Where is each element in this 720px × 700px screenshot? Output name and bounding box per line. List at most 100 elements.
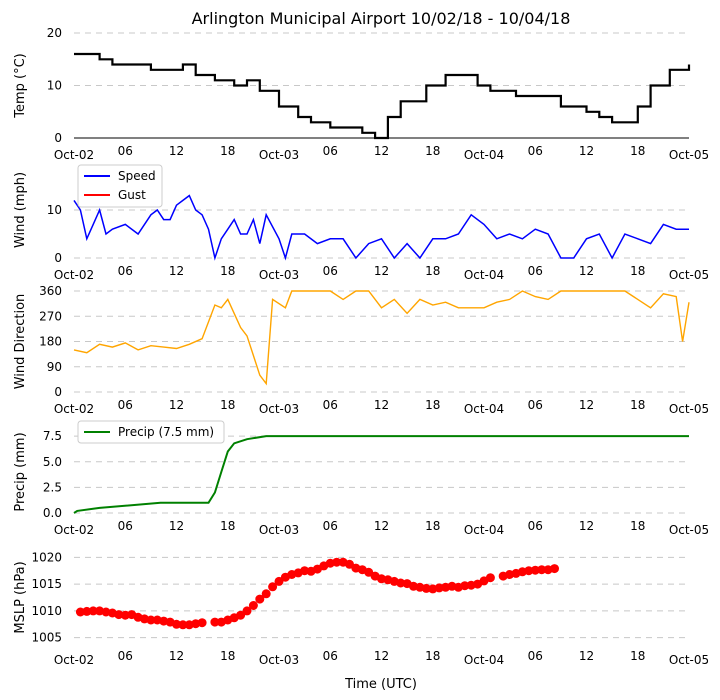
x-tick-label: 06 [528, 144, 543, 158]
x-tick-label: Oct-03 [259, 402, 299, 416]
mslp-point [242, 606, 252, 616]
x-tick-label: 18 [220, 398, 235, 412]
mslp-point [332, 557, 342, 567]
mslp-point [82, 606, 92, 616]
x-tick-label: 18 [630, 398, 645, 412]
x-tick-label: Oct-02 [54, 523, 94, 537]
x-tick-label: Oct-02 [54, 402, 94, 416]
x-tick-label: 18 [630, 649, 645, 663]
mslp-point [210, 617, 220, 627]
y-axis-label: Wind (mph) [13, 172, 28, 248]
mslp-point [178, 620, 188, 630]
x-tick-label: 06 [323, 144, 338, 158]
x-tick-label: 06 [528, 264, 543, 278]
x-tick-label: 12 [169, 398, 184, 412]
x-tick-label: 06 [118, 398, 133, 412]
x-tick-label: Oct-05 [669, 653, 709, 667]
x-tick-label: 12 [374, 519, 389, 533]
x-tick-label: Oct-04 [464, 268, 504, 282]
y-tick-label: 10 [47, 203, 62, 217]
mslp-point [255, 594, 265, 604]
y-tick-label: 0 [54, 385, 62, 399]
y-tick-label: 1005 [31, 631, 62, 645]
mslp-point [460, 581, 470, 591]
x-tick-label: 06 [118, 144, 133, 158]
x-tick-label: 06 [323, 649, 338, 663]
mslp-point [485, 573, 495, 583]
x-tick-label: 12 [169, 264, 184, 278]
x-tick-label: 12 [169, 519, 184, 533]
x-tick-label: 12 [374, 264, 389, 278]
mslp-point [268, 582, 278, 592]
x-tick-label: Oct-05 [669, 402, 709, 416]
x-tick-label: 06 [323, 398, 338, 412]
mslp-point [88, 606, 98, 616]
x-tick-label: 12 [374, 398, 389, 412]
mslp-point [524, 566, 534, 576]
x-tick-label: 12 [169, 649, 184, 663]
y-axis-label: MSLP (hPa) [13, 561, 28, 633]
x-tick-label: Oct-04 [464, 402, 504, 416]
mslp-point [248, 601, 258, 610]
y-tick-label: 0 [54, 251, 62, 265]
mslp-point [146, 615, 156, 625]
x-tick-label: 12 [579, 264, 594, 278]
y-tick-label: 7.5 [43, 429, 62, 443]
x-tick-label: 18 [220, 649, 235, 663]
y-tick-label: 0 [54, 131, 62, 145]
panel-mslp: 1005 1010 1015 1020 Oct-02 06 12 18 Oct-03 06 12 18… [13, 550, 709, 667]
panel-direction: 0 90 180 270 360 Oct-02 06 12 18 Oct-03 06 12 18 Oct-… [13, 284, 709, 416]
y-tick-label: 2.5 [43, 480, 62, 494]
mslp-point [172, 619, 181, 629]
x-tick-label: 18 [220, 144, 235, 158]
legend-label-precip: Precip (7.5 mm) [118, 425, 214, 439]
x-tick-label: Oct-02 [54, 653, 94, 667]
x-tick-label: 18 [630, 264, 645, 278]
x-tick-label: 06 [323, 519, 338, 533]
panel-wind: 0 10 Oct-02 06 12 18 Oct-03 06 12 18 Oct-04 06 12 18 O… [13, 164, 709, 282]
x-tick-label: Oct-04 [464, 523, 504, 537]
x-tick-label: 06 [528, 398, 543, 412]
x-tick-label: Oct-03 [259, 653, 299, 667]
x-tick-label: 18 [425, 649, 440, 663]
y-tick-label: 0.0 [43, 506, 62, 520]
x-tick-label: 12 [374, 649, 389, 663]
x-tick-label: 12 [579, 144, 594, 158]
x-tick-label: Oct-05 [669, 268, 709, 282]
x-tick-label: 12 [374, 144, 389, 158]
x-tick-label: 18 [630, 519, 645, 533]
panel-precipitation: 0.0 2.5 5.0 7.5 Oct-02 06 12 18 Oct-03 06 12 18 Oct-… [13, 420, 709, 537]
mslp-point [537, 565, 547, 575]
x-tick-label: 12 [579, 398, 594, 412]
speed-line [73, 194, 689, 261]
x-tick-label: Oct-04 [464, 653, 504, 667]
figure-title: Arlington Municipal Airport 10/02/18 - 1… [192, 9, 571, 28]
legend-label-speed: Speed [118, 169, 156, 183]
x-tick-label: Oct-05 [669, 148, 709, 162]
mslp-point [236, 610, 246, 620]
mslp-point [197, 618, 207, 628]
y-tick-label: 90 [47, 360, 62, 374]
y-tick-label: 5.0 [43, 455, 62, 469]
x-tick-label: Oct-04 [464, 148, 504, 162]
x-tick-label: 06 [118, 264, 133, 278]
x-tick-label: 18 [425, 519, 440, 533]
mslp-point [530, 565, 540, 575]
y-tick-label: 360 [39, 284, 62, 298]
legend-box [77, 420, 225, 444]
y-tick-label: 20 [47, 26, 62, 40]
precip-line [73, 435, 689, 514]
y-tick-label: 1010 [31, 604, 62, 618]
temperature-line [74, 52, 691, 140]
x-tick-label: 06 [323, 264, 338, 278]
legend-label-gust: Gust [118, 188, 146, 202]
x-tick-label: 12 [579, 649, 594, 663]
x-tick-label: Oct-03 [259, 268, 299, 282]
x-tick-label: 12 [169, 144, 184, 158]
x-tick-label: Oct-05 [669, 523, 709, 537]
mslp-point [550, 564, 559, 574]
x-tick-label: 12 [579, 519, 594, 533]
panel-temperature: 0 10 20 Oct-02 06 12 18 Oct-03 06 12 18 Oct-04 06 12 1… [13, 26, 709, 162]
y-tick-label: 270 [39, 309, 62, 323]
